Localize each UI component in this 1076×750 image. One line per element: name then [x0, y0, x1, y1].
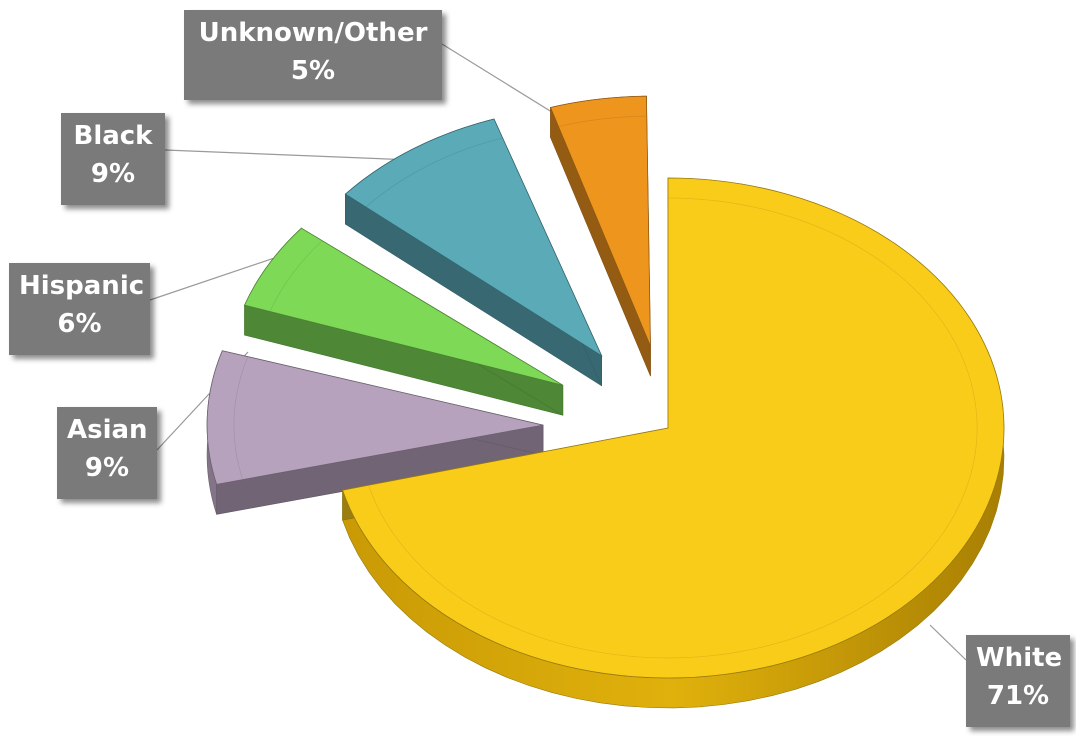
slice-label-name: Black	[73, 121, 153, 151]
leader-line-unknown-other	[441, 43, 569, 123]
pie-slice-white	[342, 177, 1005, 709]
pie-slice-black	[344, 118, 603, 387]
leader-line-black	[164, 149, 413, 161]
slice-label-hispanic: Hispanic 6%	[9, 263, 150, 355]
pie-slice-hispanic	[243, 227, 564, 416]
slice-label-name: White	[976, 643, 1063, 673]
slice-label-asian: Asian 9%	[57, 407, 157, 499]
slice-label-name: Unknown/Other	[198, 18, 428, 48]
slice-label-percent: 6%	[57, 309, 102, 339]
slice-label-percent: 71%	[986, 681, 1050, 711]
pie-slice-unknown-other	[549, 95, 651, 377]
slice-label-percent: 5%	[290, 56, 336, 86]
leader-line-white	[929, 624, 967, 661]
slice-label-percent: 9%	[84, 453, 130, 483]
slice-label-unknown-other: Unknown/Other 5%	[184, 10, 442, 100]
slice-label-name: Asian	[67, 415, 148, 445]
pie-slices	[206, 95, 1005, 709]
slice-label-name: Hispanic	[19, 271, 145, 301]
pie-slice-asian	[206, 350, 544, 515]
slice-label-white: White 71%	[966, 635, 1070, 727]
slice-label-black: Black 9%	[61, 113, 165, 205]
slice-label-percent: 9%	[90, 159, 136, 189]
